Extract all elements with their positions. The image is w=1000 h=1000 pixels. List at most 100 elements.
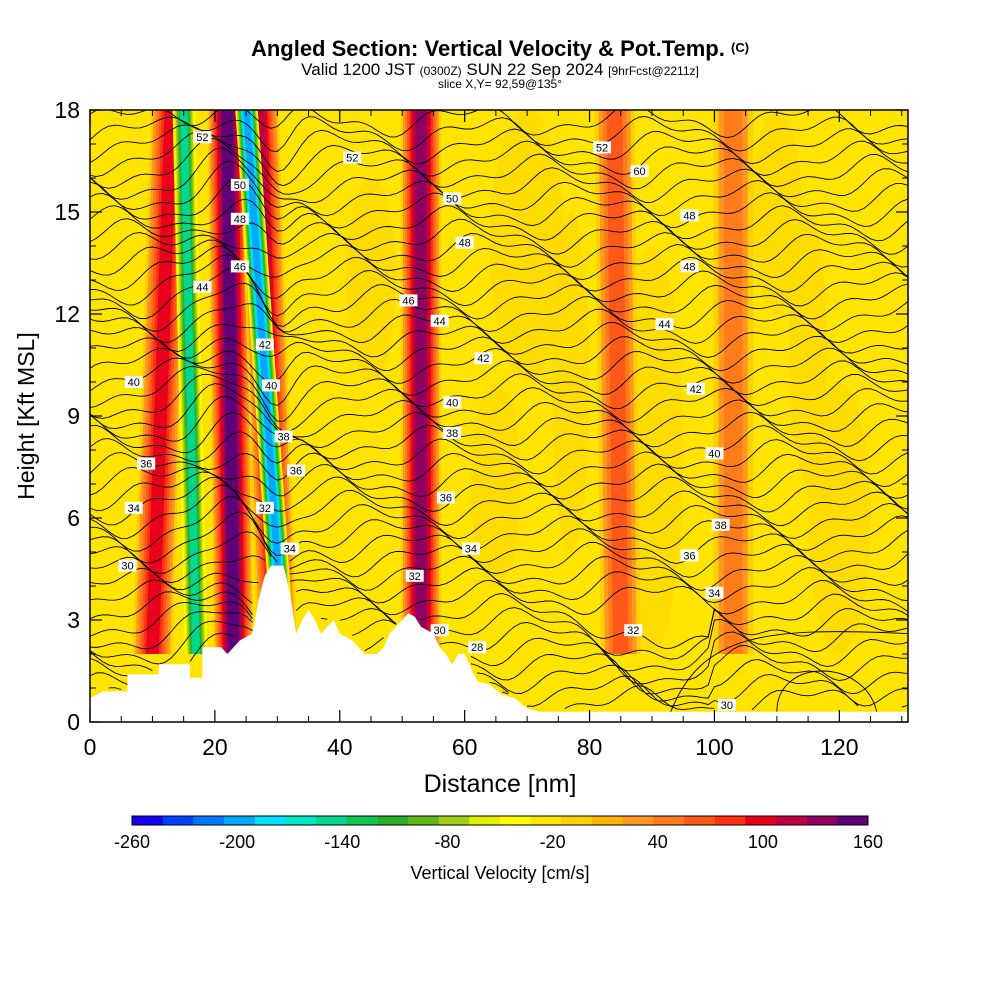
- theta-contour-line: [90, 484, 908, 544]
- theta-contour-line: [90, 463, 908, 500]
- theta-contour-line: [670, 631, 908, 712]
- field-patch-6: [789, 212, 827, 484]
- theta-contour-line: [90, 131, 908, 187]
- x-tick-label: 100: [695, 734, 733, 760]
- theta-label-text: 36: [290, 465, 302, 477]
- theta-contour-line: [90, 451, 908, 488]
- theta-contour-line: [90, 496, 908, 557]
- colorbar-label: Vertical Velocity [cm/s]: [410, 863, 590, 883]
- theta-label-bg: [593, 141, 612, 154]
- theta-label-bg: [474, 352, 493, 365]
- colorbar-tick-label: -200: [219, 832, 255, 852]
- y-tick-label: 3: [67, 607, 80, 633]
- colorbar: -260 -200 -140 -80 -20 40 100 160: [114, 815, 883, 852]
- theta-label-bg: [124, 501, 143, 514]
- theta-label-text: 32: [409, 571, 421, 583]
- theta-contour-line: [90, 245, 908, 299]
- theta-contour-line: [90, 347, 908, 384]
- theta-label: 46: [230, 260, 249, 273]
- theta-label: 42: [474, 352, 493, 365]
- theta-label-bg: [124, 376, 143, 388]
- theta-label-bg: [230, 260, 249, 273]
- colorbar-swatch: [346, 816, 378, 825]
- colorbar-swatch: [254, 816, 286, 825]
- theta-label: 30: [430, 624, 449, 637]
- theta-label-text: 42: [259, 340, 271, 352]
- theta-label-bg: [230, 212, 249, 225]
- colorbar-frame: [131, 815, 869, 826]
- y-tick-label: 12: [54, 301, 80, 327]
- colorbar-swatch: [132, 816, 163, 825]
- theta-label: 38: [274, 430, 293, 443]
- theta-label-text: 48: [459, 238, 471, 250]
- colorbar-swatch: [469, 816, 501, 825]
- theta-label: 46: [399, 294, 418, 307]
- theta-label-bg: [680, 209, 699, 222]
- title-mark: (C): [731, 40, 750, 55]
- theta-label-bg: [624, 624, 643, 637]
- theta-contour-line: [90, 357, 908, 406]
- theta-contour-line: [90, 431, 908, 475]
- y-axis-label: Height [Kft MSL]: [13, 332, 39, 499]
- theta-contour-line: [90, 266, 908, 327]
- terrain-mask: [90, 565, 908, 722]
- colorbar-swatch: [592, 816, 623, 825]
- theta-label-text: 38: [715, 520, 727, 532]
- theta-label-bg: [705, 586, 724, 599]
- theta-label-bg: [455, 236, 474, 249]
- theta-label: 40: [124, 376, 143, 389]
- colorbar-swatch: [776, 816, 807, 825]
- theta-label: 48: [455, 236, 474, 250]
- theta-label: 36: [287, 464, 306, 477]
- theta-label: 30: [118, 559, 137, 573]
- theta-contour-line: [90, 396, 908, 449]
- theta-label: 38: [443, 427, 462, 440]
- colorbar-swatch: [561, 816, 593, 825]
- theta-contour-line: [90, 178, 908, 229]
- theta-label-bg: [443, 192, 462, 205]
- field-patch-5: [346, 178, 396, 382]
- theta-label-bg: [680, 260, 699, 273]
- colorbar-swatch: [438, 816, 470, 825]
- theta-label-bg: [255, 501, 274, 514]
- theta-contour-line: [108, 685, 908, 711]
- theta-contour-line: [90, 239, 908, 281]
- colorbar-tick-label: -80: [434, 832, 460, 852]
- theta-label-text: 46: [234, 261, 246, 273]
- theta-label-bg: [436, 491, 455, 504]
- theta-label: 50: [443, 192, 462, 205]
- theta-label-text: 42: [690, 384, 702, 396]
- theta-contour-line: [90, 567, 908, 604]
- theta-contour-line: [776, 670, 878, 712]
- theta-label-text: 40: [128, 377, 140, 389]
- theta-label-bg: [193, 131, 212, 144]
- theta-contour-line: [90, 232, 908, 268]
- y-tick-label: 18: [54, 97, 80, 123]
- theta-label-bg: [711, 518, 730, 531]
- theta-label-text: 32: [259, 503, 271, 515]
- theta-label-bg: [274, 430, 293, 443]
- field-patch-2: [751, 110, 802, 314]
- theta-label: 34: [124, 501, 143, 515]
- theta-contour-line: [90, 303, 908, 344]
- colorbar-swatch: [653, 816, 685, 825]
- theta-label-text: 46: [402, 295, 414, 307]
- theta-label-text: 50: [446, 193, 458, 205]
- colorbar-swatch: [837, 816, 869, 825]
- colorbar-tick-label: -20: [540, 832, 566, 852]
- colorbar-tick-label: 40: [648, 832, 668, 852]
- colorbar-swatch: [316, 816, 347, 825]
- theta-label-text: 30: [721, 700, 733, 712]
- field-patch-7: [470, 382, 521, 586]
- y-tick-label: 15: [54, 199, 80, 225]
- theta-contour-line: [90, 322, 908, 358]
- theta-label-text: 60: [633, 166, 645, 178]
- theta-label-text: 36: [440, 493, 452, 505]
- colorbar-swatch: [377, 816, 409, 825]
- theta-label: 34: [705, 586, 724, 600]
- theta-label: 52: [193, 131, 212, 144]
- theta-label-text: 32: [627, 625, 639, 637]
- theta-label-bg: [193, 280, 212, 293]
- theta-label-bg: [705, 447, 724, 460]
